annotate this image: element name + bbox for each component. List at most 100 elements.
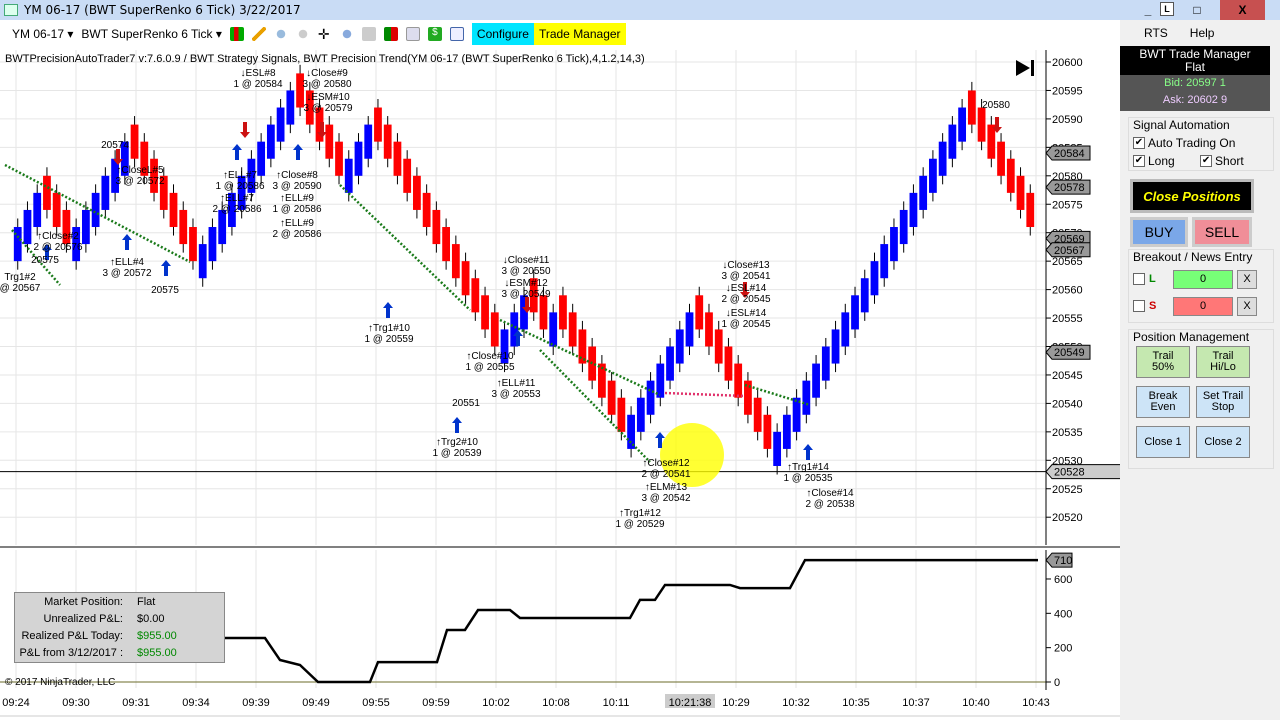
- buy-button[interactable]: BUY: [1130, 217, 1188, 247]
- time-tick-label: 10:08: [542, 697, 570, 709]
- strategy-icon[interactable]: $: [427, 27, 442, 41]
- down-brick: [568, 312, 577, 347]
- price-marker: [1045, 344, 1091, 360]
- price-tick-label: 20535: [1052, 427, 1083, 439]
- chart-style-icon[interactable]: [229, 27, 244, 41]
- time-tick-label: 10:21:38: [669, 697, 712, 709]
- clear-short-button[interactable]: X: [1237, 296, 1257, 316]
- time-tick-label: 10:32: [782, 697, 810, 709]
- time-tick-label: 09:30: [62, 697, 90, 709]
- down-brick: [403, 158, 412, 193]
- up-brick: [364, 124, 373, 159]
- down-brick: [130, 124, 139, 159]
- trade-annotation: ↑Close#10 1 @ 20555: [465, 351, 514, 373]
- zoom-out-icon[interactable]: [295, 27, 310, 41]
- trade-manager-button[interactable]: Trade Manager: [533, 23, 626, 45]
- trail-hilo-button[interactable]: Trail Hi/Lo: [1196, 346, 1250, 378]
- down-brick: [393, 141, 402, 176]
- trade-annotation: ↑Close#12 2 @ 20541: [641, 458, 690, 480]
- sell-button[interactable]: SELL: [1192, 217, 1252, 247]
- unrealized-pnl-value: $0.00: [137, 612, 165, 625]
- down-brick: [481, 295, 489, 330]
- annotation-fill: 3 @ 20590: [272, 181, 322, 192]
- annotation-signal: ↑ELL#9: [280, 218, 314, 229]
- pnl-tick-label: 0: [1054, 677, 1060, 689]
- close-button[interactable]: X: [1220, 0, 1265, 20]
- clear-long-button[interactable]: X: [1237, 269, 1257, 289]
- close-2-button[interactable]: Close 2: [1196, 426, 1250, 458]
- long-breakout-checkbox[interactable]: [1133, 273, 1145, 285]
- trade-annotation: ↑ELL#7 2 @ 20586: [212, 193, 261, 215]
- time-tick-label: 10:35: [842, 697, 870, 709]
- indicators-icon[interactable]: [405, 27, 420, 41]
- up-brick: [500, 329, 509, 364]
- time-tick-label: 09:24: [2, 697, 30, 709]
- annotation-signal: 20574: [101, 140, 129, 151]
- title-bar: YM 06-17 (BWT SuperRenko 6 Tick) 3/22/20…: [0, 0, 1280, 20]
- short-breakout-input[interactable]: 0: [1173, 296, 1233, 316]
- down-brick: [43, 175, 51, 210]
- trade-annotation: ↓ESL#14 1 @ 20545: [721, 308, 770, 330]
- up-brick: [72, 227, 81, 262]
- trade-annotation: ↑Close#14 2 @ 20538: [805, 488, 854, 510]
- up-brick: [247, 158, 256, 193]
- bar-type-selector[interactable]: BWT SuperRenko 6 Tick ▾: [81, 27, 222, 41]
- menu-rts[interactable]: RTS: [1144, 26, 1168, 40]
- annotation-fill: 2 @ 20538: [805, 499, 855, 510]
- annotation-signal: 20551: [452, 398, 480, 409]
- trail-50-button[interactable]: Trail 50%: [1136, 346, 1190, 378]
- annotation-signal: ↑Trg1#14: [787, 462, 829, 473]
- time-tick-label: 09:39: [242, 697, 270, 709]
- up-brick: [286, 90, 295, 125]
- long-checkbox[interactable]: ✔ Long: [1133, 154, 1175, 168]
- search-icon[interactable]: [339, 27, 354, 41]
- annotation-fill: 3 @ 20550: [501, 266, 551, 277]
- annotation-signal: ↑Close#14: [806, 488, 854, 499]
- down-brick: [461, 261, 470, 296]
- instrument-selector[interactable]: YM 06-17 ▾: [12, 27, 74, 41]
- long-breakout-input[interactable]: 0: [1173, 269, 1233, 289]
- bars-icon[interactable]: [383, 27, 398, 41]
- up-brick: [685, 312, 694, 347]
- configure-button[interactable]: Configure: [471, 23, 534, 45]
- short-breakout-checkbox[interactable]: [1133, 300, 1145, 312]
- breakout-label: Breakout / News Entry: [1133, 250, 1253, 264]
- close-1-button[interactable]: Close 1: [1136, 426, 1190, 458]
- close-positions-button[interactable]: Close Positions: [1130, 179, 1254, 213]
- zoom-in-icon[interactable]: [273, 27, 288, 41]
- properties-icon[interactable]: [449, 27, 464, 41]
- annotation-signal: ↑Close#10: [466, 351, 514, 362]
- break-even-button[interactable]: Break Even: [1136, 386, 1190, 418]
- down-brick: [744, 380, 752, 415]
- short-checkbox[interactable]: ✔ Short: [1200, 154, 1244, 168]
- data-box-icon[interactable]: [361, 27, 376, 41]
- trade-annotation: 20575: [31, 255, 59, 266]
- price-tick-label: 20540: [1052, 398, 1083, 410]
- annotation-fill: 1 @ 20555: [465, 362, 515, 373]
- auto-trading-checkbox[interactable]: ✔ Auto Trading On: [1133, 136, 1236, 150]
- pencil-icon[interactable]: [251, 27, 266, 41]
- maximize-button[interactable]: □: [1193, 3, 1201, 17]
- buy-signal-arrow: [513, 330, 523, 346]
- up-brick: [831, 329, 840, 364]
- up-brick: [860, 278, 869, 313]
- minimize-button[interactable]: _: [1144, 3, 1152, 17]
- set-trail-stop-button[interactable]: Set Trail Stop: [1196, 386, 1250, 418]
- realized-pnl-value: $955.00: [137, 629, 177, 642]
- down-brick: [189, 227, 197, 262]
- next-bar-icon[interactable]: [1014, 58, 1036, 78]
- annotation-signal: ↑Close#12: [642, 458, 690, 469]
- trade-annotation: ↓ESM#10 3 @ 20579: [303, 92, 352, 114]
- buy-signal-arrow: [293, 144, 303, 160]
- annotation-signal: ↑ELL#4: [110, 257, 144, 268]
- restore-button[interactable]: L: [1160, 2, 1174, 16]
- pnl-tick-label: 200: [1054, 643, 1072, 655]
- down-brick: [559, 295, 567, 330]
- chart-app-icon: [4, 4, 18, 16]
- crosshair-icon[interactable]: ✛: [317, 26, 330, 42]
- crosshair-time-box: [665, 694, 715, 708]
- up-brick: [23, 209, 32, 245]
- trade-annotation: ↑Trg1#10 1 @ 20559: [364, 323, 413, 345]
- menu-help[interactable]: Help: [1189, 26, 1215, 40]
- time-tick-label: 09:55: [362, 697, 390, 709]
